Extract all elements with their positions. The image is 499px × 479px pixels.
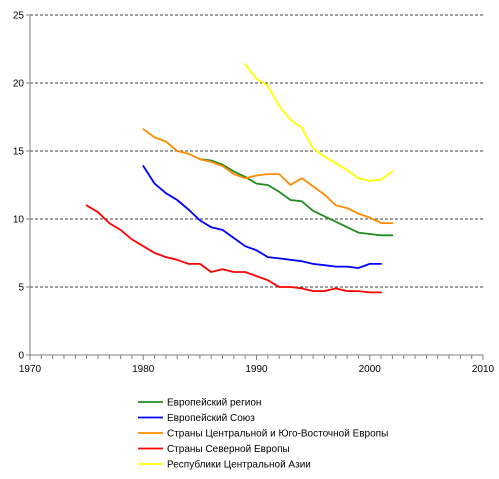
legend-label-4: Страны Северной Европы: [167, 444, 290, 455]
x-tick-label: 1980: [132, 364, 155, 375]
x-tick-label: 2000: [359, 364, 382, 375]
x-tick-label: 1990: [245, 364, 268, 375]
series-line-1: [198, 158, 394, 237]
x-tick-label: 2010: [472, 364, 495, 375]
legend-label-5: Республики Центральной Азии: [167, 459, 311, 471]
legend-label-2: Европейский Союз: [167, 413, 255, 424]
series-lines: [85, 63, 394, 294]
grid-lines: [30, 14, 483, 288]
series-line-4: [85, 204, 383, 294]
x-axis-ticks: 1970 1980 1990 2000 2010: [19, 355, 495, 375]
series-line-5: [244, 63, 394, 182]
y-tick-label: 0: [18, 351, 24, 362]
y-tick-label: 10: [13, 215, 25, 226]
series-line-2: [142, 165, 383, 269]
y-axis-ticks: 0 5 10 15 20 25: [13, 11, 30, 362]
axes: [29, 15, 483, 356]
y-tick-label: 15: [13, 147, 25, 158]
y-tick-label: 25: [13, 11, 25, 22]
series-line-3: [142, 128, 394, 225]
y-tick-label: 5: [18, 283, 24, 294]
legend-label-1: Европейский регион: [167, 398, 261, 409]
y-tick-label: 20: [13, 79, 25, 90]
legend: Европейский регион Европейский Союз Страны…: [138, 398, 388, 471]
legend-label-3: Страны Центральной и Юго-Восточной Европ…: [167, 429, 388, 440]
x-tick-label: 1970: [19, 364, 42, 375]
